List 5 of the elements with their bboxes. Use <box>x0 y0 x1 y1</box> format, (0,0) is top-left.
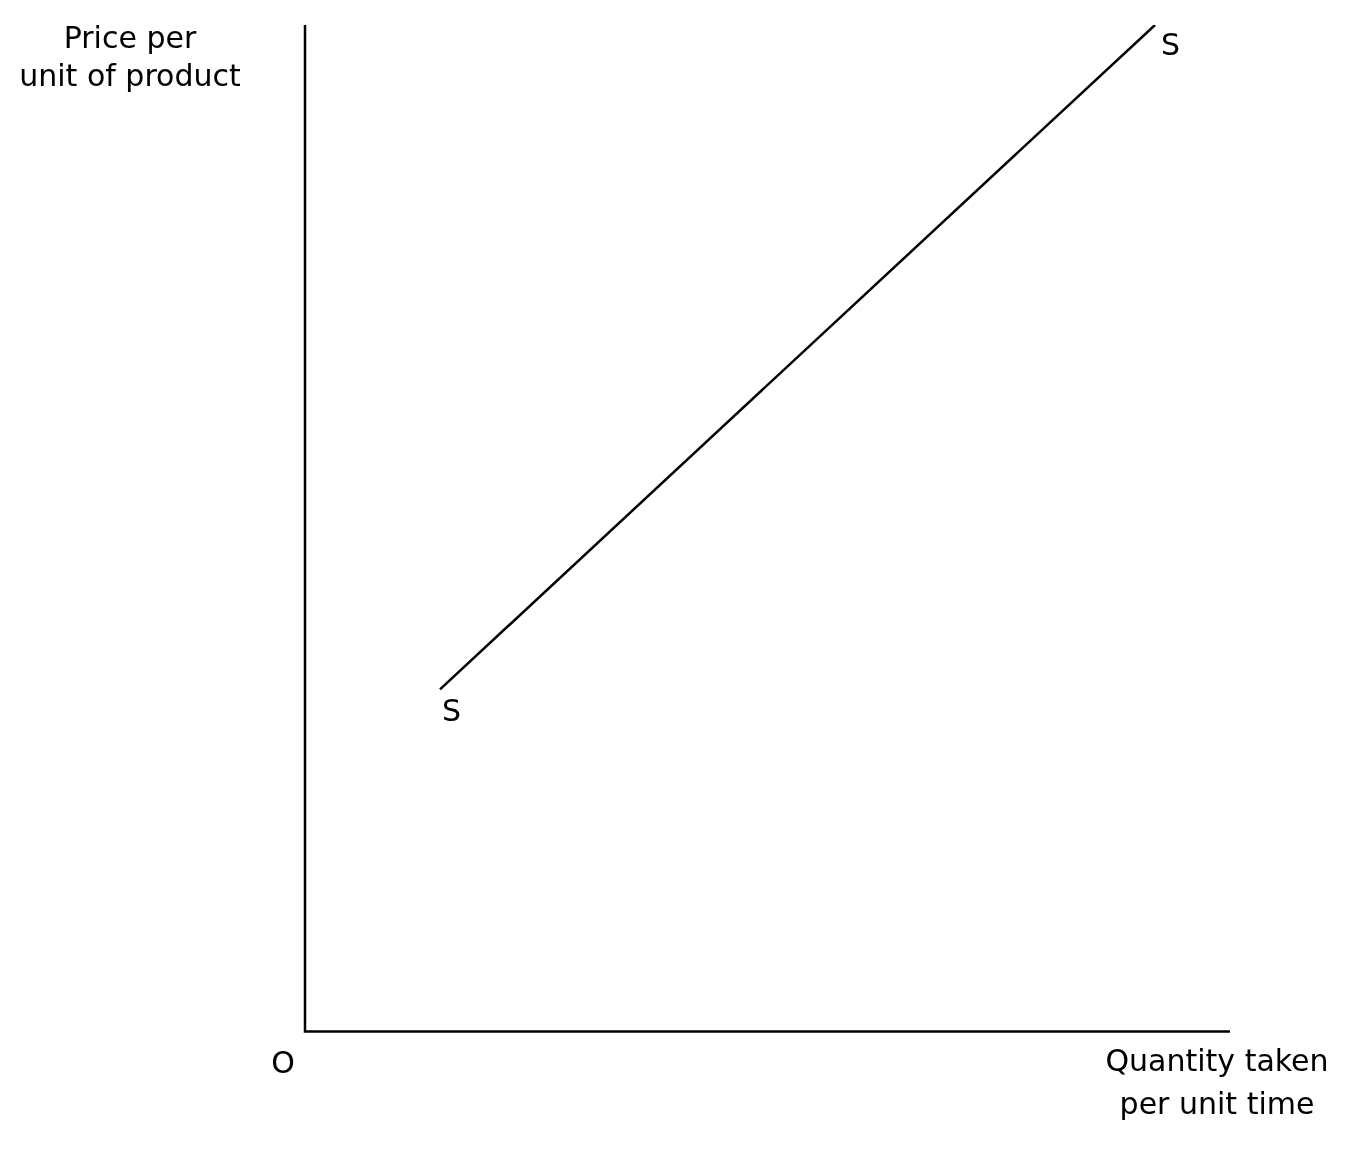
annotation: S <box>442 693 462 729</box>
y-axis-title: Price per unit of product <box>19 19 241 93</box>
x-axis-title: Quantity taken per unit time <box>1105 1043 1329 1122</box>
annotation: S <box>1161 26 1181 62</box>
text: O <box>271 1045 295 1081</box>
